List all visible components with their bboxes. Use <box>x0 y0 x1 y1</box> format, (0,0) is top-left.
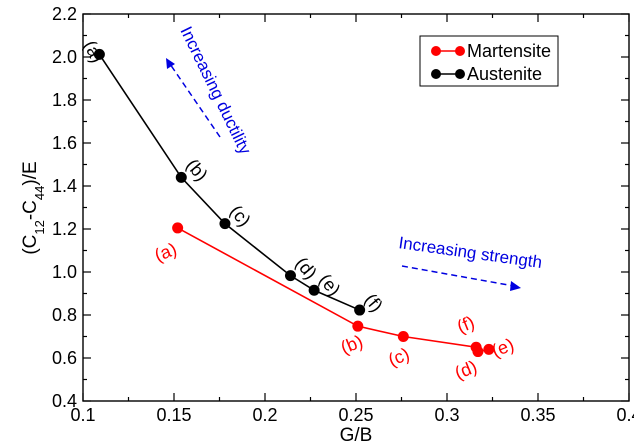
y-tick-label: 0.4 <box>52 391 77 411</box>
data-point-austenite <box>284 270 296 282</box>
point-label-martensite: (f) <box>454 312 477 337</box>
y-tick-label: 0.6 <box>52 348 77 368</box>
annotation-ductility-arrow <box>169 63 221 138</box>
data-point-martensite <box>352 320 364 332</box>
x-tick-label: 0.1 <box>70 405 95 425</box>
annotation-strength: Increasing strength <box>397 233 543 291</box>
y-tick-label: 1.6 <box>52 133 77 153</box>
series-layer <box>93 48 495 358</box>
x-tick-label: 0.3 <box>434 405 459 425</box>
x-tick-label: 0.15 <box>156 405 191 425</box>
point-labels: (a)(b) (c)(f)(d)(e)(a)(b)(c)(d)(e)(f) <box>80 37 517 383</box>
point-label-martensite: (b) <box>338 331 366 358</box>
data-point-austenite <box>219 218 231 230</box>
data-point-martensite <box>483 343 495 355</box>
point-label-martensite: (e) <box>489 334 517 361</box>
data-point-austenite <box>354 304 366 316</box>
x-tick-label: 0.4 <box>616 405 634 425</box>
data-point-martensite <box>472 346 484 358</box>
data-point-austenite <box>93 48 105 60</box>
legend-marker-austenite-2 <box>455 69 465 79</box>
series-line-austenite <box>98 53 360 311</box>
x-tick-label: 0.2 <box>252 405 277 425</box>
point-label-austenite: (e) <box>315 270 344 300</box>
y-tick-label: 2.0 <box>52 47 77 67</box>
annotation-ductility-arrowhead <box>166 58 175 69</box>
axis-tick-labels: 0.1 0.15 0.2 0.25 0.3 0.35 0.4 0.4 0.6 0.8 1.0 1.2 1… <box>52 4 634 425</box>
legend-label-martensite: Martensite <box>467 41 551 61</box>
x-tick-label: 0.25 <box>338 405 373 425</box>
data-point-martensite <box>172 222 184 234</box>
x-tick-label: 0.35 <box>520 405 555 425</box>
y-axis-title: (C12-C44)/E <box>20 161 47 254</box>
point-label-austenite: (c) <box>226 201 255 230</box>
y-tick-label: 1.2 <box>52 219 77 239</box>
y-tick-label: 1.0 <box>52 262 77 282</box>
annotation-ductility: Increasing ductility <box>166 23 255 158</box>
legend-marker-martensite-1 <box>431 46 441 56</box>
point-label-martensite: (a) <box>152 239 180 266</box>
point-label-austenite: (b) <box>182 155 211 185</box>
annotation-strength-arrow <box>401 265 515 287</box>
point-label-martensite: (d) <box>452 356 480 383</box>
x-axis-title: G/B <box>340 425 373 445</box>
annotation-strength-text: Increasing strength <box>397 233 543 272</box>
data-point-austenite <box>175 171 187 183</box>
legend-marker-austenite-1 <box>431 69 441 79</box>
data-point-martensite <box>397 331 409 342</box>
legend-label-austenite: Austenite <box>467 64 542 84</box>
y-tick-label: 0.8 <box>52 305 77 325</box>
legend-box <box>419 35 559 87</box>
y-tick-label: 2.2 <box>52 4 77 24</box>
data-point-austenite <box>308 284 320 296</box>
annotation-ductility-text: Increasing ductility <box>176 23 255 157</box>
point-label-martensite: (c) <box>385 344 412 370</box>
axis-ticks <box>82 13 630 402</box>
y-tick-label: 1.4 <box>52 176 77 196</box>
legend-marker-martensite-2 <box>455 46 465 56</box>
annotation-strength-arrowhead <box>510 281 521 291</box>
y-tick-label: 1.8 <box>52 90 77 110</box>
legend: Martensite Austenite <box>419 35 559 87</box>
